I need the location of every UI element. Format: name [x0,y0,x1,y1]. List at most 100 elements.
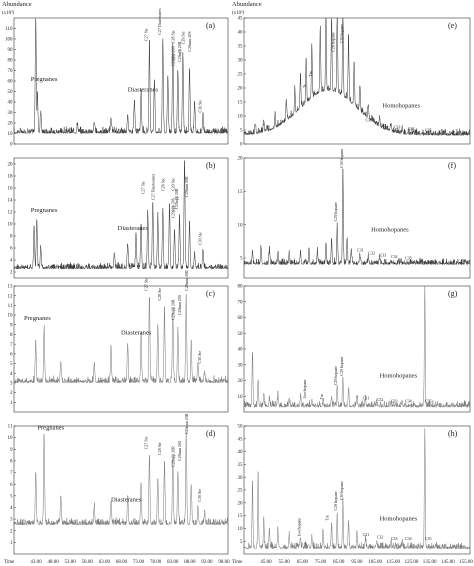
peak-annotation: C32 [377,397,384,402]
right-time-label: Time [232,560,243,565]
peak-annotation: C33 [380,253,387,258]
peak-point [311,538,312,539]
x-tick-label: 83.00 [167,560,179,565]
y-tick-label: 12 [8,294,14,299]
y-tick-label: 8 [10,460,13,465]
y-tick-label: 8 [10,333,13,338]
peak-point [149,454,150,455]
peak-annotation: C29 Ste [181,31,186,44]
right-x-tick-labels: 45.00 55.00 65.00 75.00 85.00 95.00 105.00 115.… [260,560,473,565]
peak-point [37,93,38,94]
peak-point [342,377,343,378]
panels-group: 0102030405060708090100110PregnanesDiaste… [5,8,471,555]
peak-point [258,471,259,472]
y-tick-label: 18 [8,175,14,180]
peak-annotation: Tm [319,393,324,399]
x-tick-label: 145.00 [441,560,455,565]
peak-point [202,250,203,251]
peak-point [376,402,377,403]
peak-point [252,482,253,483]
y-tick-label: 10 [8,132,14,137]
peak-point [40,247,41,248]
y-tick-label: 1 [10,401,13,406]
peak-annotation: C34 [405,399,412,404]
plot-frame [13,425,229,555]
y-tick-label: 10 [238,395,244,400]
peak-point [300,399,301,400]
peak-point [424,289,425,290]
peak-point [376,541,377,542]
x-tick-label: 73.00 [133,560,145,565]
peak-point [289,399,290,400]
y-tick-label: 16 [8,187,14,192]
y-tick-label: 30 [238,476,244,481]
peak-annotation: C29αββ 20R [171,446,176,467]
peak-annotation: C29 hopane [330,32,335,51]
peak-annotation: C33 [394,125,401,130]
peak-point [300,101,301,102]
peak-point [331,237,332,238]
peak-point [60,363,61,364]
peak-point [325,59,326,60]
y-tick-label: 70 [238,300,244,305]
y-tick-label: 10 [238,527,244,532]
peak-annotation: C29αββ 20R [171,299,176,320]
y-tick-label: 14 [8,199,14,204]
y-tick-label: 0 [10,143,13,148]
panel-a: 0 10 20 30 40 50 60 70 80 90 100 110 Pregnanes Diaste… [5,8,229,148]
peak-annotation: C30 Ste [197,351,202,364]
peak-point [348,523,349,524]
peak-point [294,110,295,111]
y-tick-label: 40 [238,31,244,36]
left-y-axis-unit: (x10³) [2,10,15,16]
peak-annotation: C32 [380,123,387,128]
peak-annotation: C27 Diasteranes [150,173,155,200]
y-tick-label: 50 [238,425,244,430]
y-tick-label: 3 [10,518,13,523]
y-tick-label: 25 [238,489,244,494]
peak-point [189,223,190,224]
y-tick-label: 11 [8,425,13,430]
peak-annotation: C34 [408,126,415,131]
y-tick-label: 70 [8,69,14,74]
peak-annotation: C33 [391,399,398,404]
peak-annotation: Homohopanes [371,226,409,233]
x-tick-label: 85.00 [333,560,345,565]
peak-annotation: C29 hopane [333,491,338,510]
peak-annotation: Tm [325,514,330,520]
peak-point [308,247,309,248]
panel-label: (e) [448,21,457,30]
peak-point [289,535,290,536]
x-tick-label: 105.00 [368,560,382,565]
peak-point [167,75,168,76]
peak-point [337,54,338,55]
peak-annotation: C29ααα 20R [184,176,189,197]
peak-point [379,259,380,260]
peak-point [269,528,270,529]
peak-annotation: C30 hopane [339,149,344,168]
peak-point [177,329,178,330]
chromatogram-trace [243,428,471,550]
peak-point [162,38,163,39]
peak-point [94,363,95,364]
peak-annotation: C28 Ste [171,30,176,43]
peak-point [348,388,349,389]
y-tick-label: 40 [238,348,244,353]
y-tick-label: 30 [238,59,244,64]
y-tick-label: 9 [10,323,13,328]
peak-point [277,254,278,255]
peak-point [356,396,357,397]
y-tick-label: 5 [240,257,243,262]
peak-annotation: C32 [377,535,384,540]
peak-annotation: Ts [302,84,307,88]
peak-annotation: Diasteranes [128,87,159,94]
y-tick-label: 50 [8,90,14,95]
peak-annotation: C34 [391,254,398,259]
x-tick-label: 55.00 [279,560,291,565]
peak-point [269,397,270,398]
right-y-axis-unit: (x10³) [232,10,245,16]
peak-annotation: Pregnanes [24,315,51,322]
panel-d: 1 2 3 4 5 6 7 8 9 10 11 Pregnanes Diasteranes C27 Ste… [8,413,229,555]
peak-annotation: Isochopane [302,379,307,397]
y-tick-label: 60 [8,80,14,85]
